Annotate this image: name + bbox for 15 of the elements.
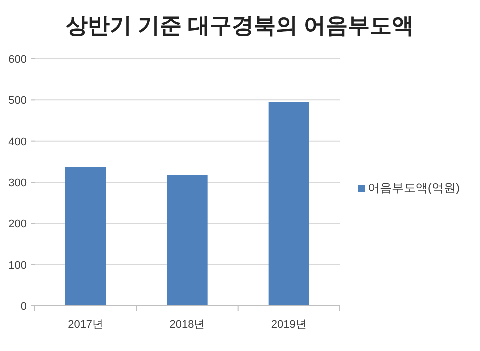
chart-title: 상반기 기준 대구경북의 어음부도액	[66, 13, 414, 38]
bar	[268, 102, 310, 306]
y-tick-label: 0	[20, 301, 27, 313]
legend-label: 어음부도액(억원)	[368, 181, 460, 195]
y-tick-label: 200	[8, 218, 27, 231]
y-tick-label: 600	[8, 54, 27, 66]
x-tick-label: 2017년	[68, 319, 104, 331]
x-tick-label: 2019년	[271, 319, 307, 331]
y-tick-label: 100	[8, 260, 27, 272]
y-tick-label: 500	[8, 95, 27, 108]
bar	[167, 176, 208, 306]
x-tick-label: 2018년	[170, 319, 206, 331]
bar	[66, 167, 106, 306]
y-tick-label: 300	[8, 178, 27, 190]
y-tick-label: 400	[8, 136, 27, 148]
